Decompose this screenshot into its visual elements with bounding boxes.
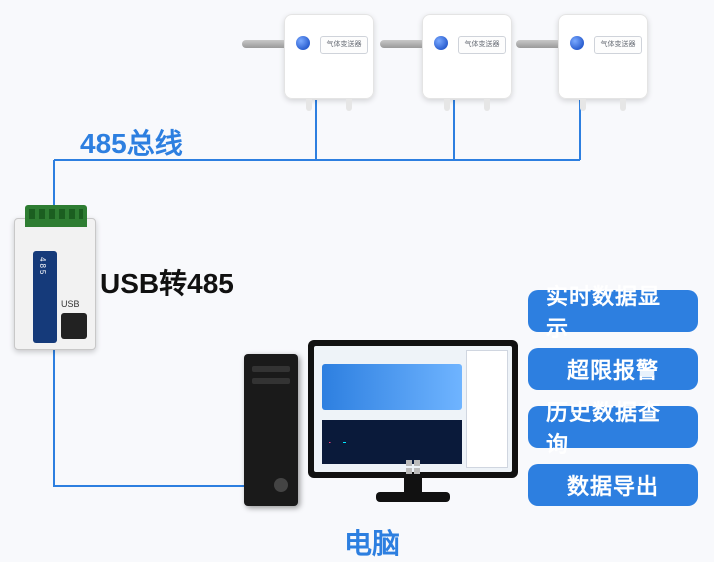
pc-power-icon [274,478,288,492]
screen-waveform [322,420,462,464]
sensor-label: 气体变送器 [458,36,506,54]
windows-logo-icon [406,460,420,474]
bus-label: 485总线 [80,122,183,162]
sensor-legs [576,99,630,111]
sensor-label: 气体变送器 [594,36,642,54]
diagram-stage: 气体变送器 气体变送器 气体变送器 485总线 485 USB USB转485 [0,0,714,561]
converter-usb-port [61,313,87,339]
monitor-stand [404,478,422,492]
sensor-logo-icon [296,36,310,50]
converter-usb-label: USB [61,299,80,309]
feature-alarm: 超限报警 [528,348,698,390]
pc-tower [244,354,298,506]
converter-terminal [25,205,87,227]
feature-export: 数据导出 [528,464,698,506]
converter-panel-text: 485 [38,257,47,276]
converter-to-pc [54,350,262,486]
sensor-legs [440,99,494,111]
sensor-logo-icon [434,36,448,50]
feature-realtime: 实时数据显示 [528,290,698,332]
monitor-base [376,492,450,502]
feature-history: 历史数据查询 [528,406,698,448]
pc-slot [252,378,290,384]
pc-slot [252,366,290,372]
screen-side-panel [466,350,508,468]
monitor-screen [314,346,512,472]
converter-label: USB转485 [100,262,234,302]
pc-label: 电脑 [344,522,400,562]
sensor-logo-icon [570,36,584,50]
sensor-label: 气体变送器 [320,36,368,54]
gas-sensor-1: 气体变送器 [284,14,374,99]
sensor-legs [302,99,356,111]
screen-banner [322,364,462,410]
usb-485-converter: 485 USB [14,218,96,350]
gas-sensor-3: 气体变送器 [558,14,648,99]
pc-monitor [308,340,518,478]
gas-sensor-2: 气体变送器 [422,14,512,99]
converter-panel: 485 [33,251,57,343]
